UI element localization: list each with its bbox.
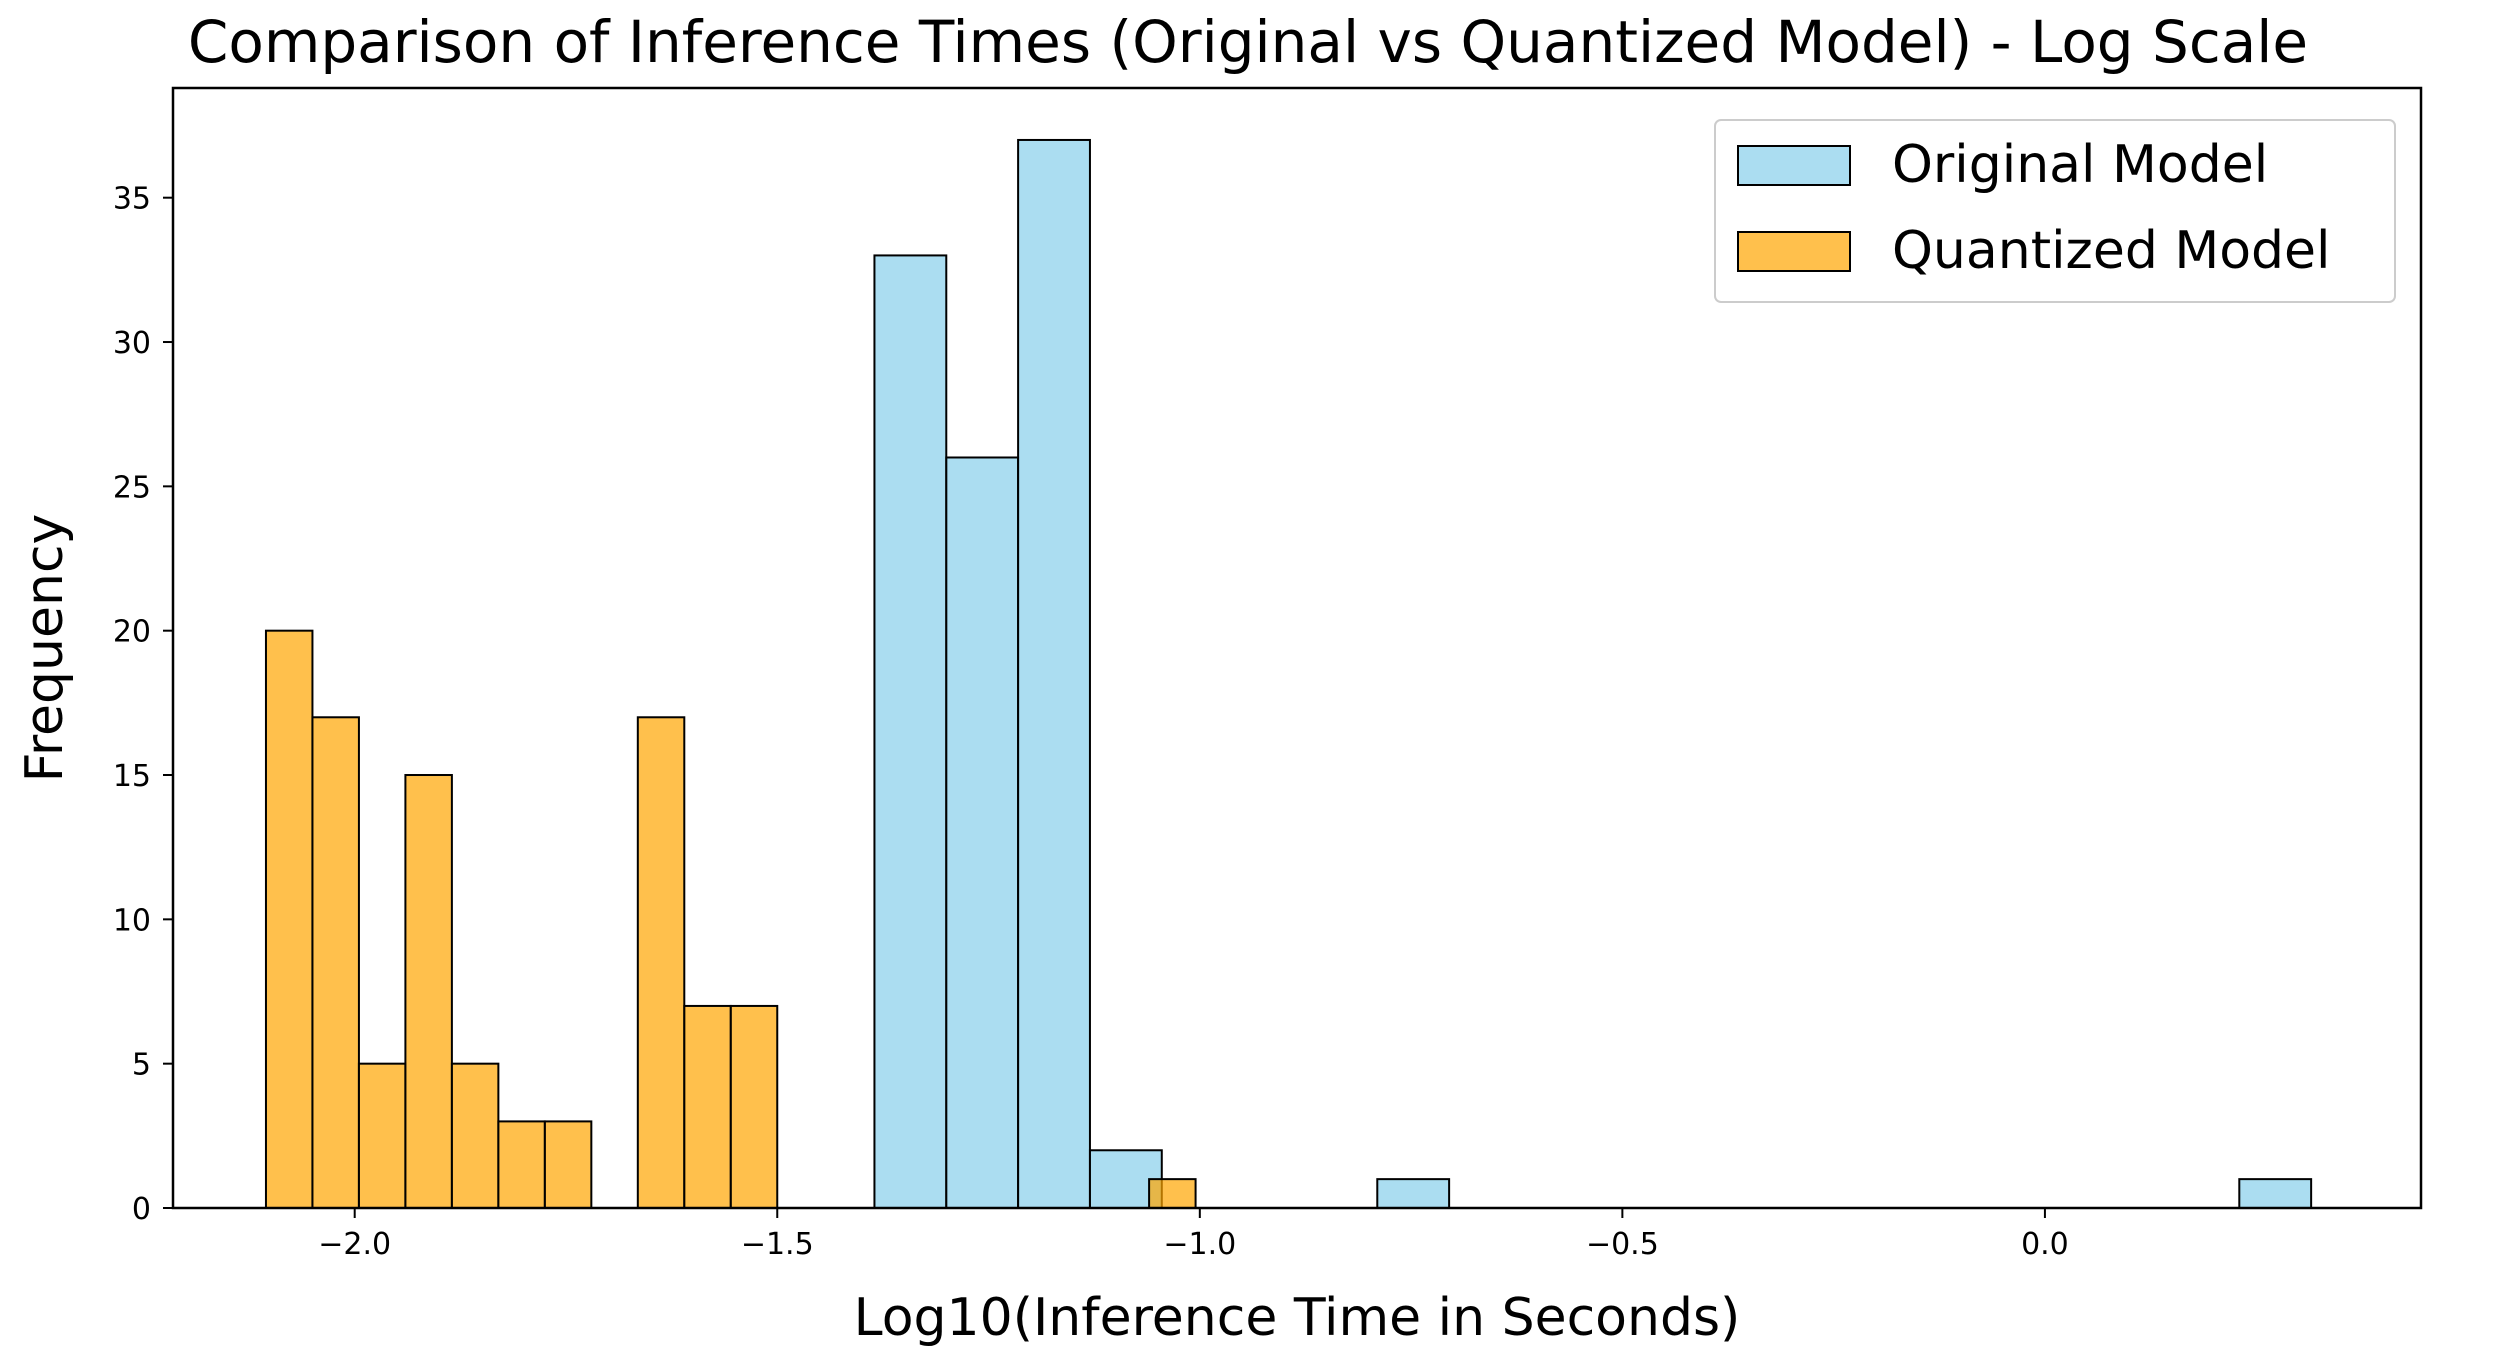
y-axis-ticks: 0 5 10 15 20 25 30 35: [113, 182, 173, 1227]
bars-layer: [264, 138, 2313, 1210]
histogram-bar: [1148, 1178, 1197, 1210]
y-tick-label: 10: [113, 903, 151, 938]
legend-label-quantized: Quantized Model: [1892, 221, 2331, 281]
y-tick-label: 15: [113, 759, 151, 794]
legend-swatch-quantized: [1737, 231, 1851, 272]
x-tick-label: −0.5: [1586, 1227, 1659, 1262]
histogram-bar: [945, 456, 1020, 1209]
histogram-bar: [404, 774, 453, 1209]
x-tick-label: −1.0: [1163, 1227, 1236, 1262]
y-axis-title: Frequency: [15, 514, 75, 783]
y-tick-label: 20: [113, 615, 151, 650]
legend-label-original: Original Model: [1892, 135, 2268, 195]
histogram-bar: [264, 629, 314, 1209]
x-tick-label: −2.0: [318, 1227, 391, 1262]
series-quantized: [264, 629, 1197, 1210]
histogram-bar: [636, 716, 686, 1209]
legend-box: [1714, 119, 2396, 303]
histogram-bar: [729, 1004, 779, 1210]
histogram-bar: [2238, 1178, 2313, 1210]
legend: Original Model Quantized Model: [1714, 119, 2396, 303]
histogram-bar: [450, 1062, 500, 1209]
histogram-bar: [683, 1004, 732, 1210]
y-tick-label: 0: [132, 1192, 151, 1227]
x-axis-title: Log10(Inference Time in Seconds): [854, 1288, 1741, 1348]
y-tick-label: 25: [113, 470, 151, 505]
x-tick-label: −1.5: [741, 1227, 814, 1262]
y-tick-label: 5: [132, 1048, 151, 1083]
histogram-bar: [357, 1062, 407, 1209]
histogram-bar: [311, 716, 360, 1209]
y-tick-label: 30: [113, 326, 151, 361]
series-original: [873, 138, 2313, 1210]
histogram-bar: [543, 1120, 593, 1210]
x-axis-ticks: −2.0 −1.5 −1.0 −0.5 0.0: [318, 1208, 2069, 1262]
x-tick-label: 0.0: [2021, 1227, 2069, 1262]
histogram-bar: [1017, 138, 1091, 1210]
plot-frame: [171, 86, 2423, 1210]
histogram-bar: [1376, 1178, 1451, 1210]
histogram-bar: [873, 254, 948, 1210]
histogram-bar: [497, 1120, 546, 1210]
legend-swatch-original: [1737, 145, 1851, 186]
chart-title: Comparison of Inference Times (Original …: [188, 8, 2308, 76]
y-tick-label: 35: [113, 182, 151, 217]
